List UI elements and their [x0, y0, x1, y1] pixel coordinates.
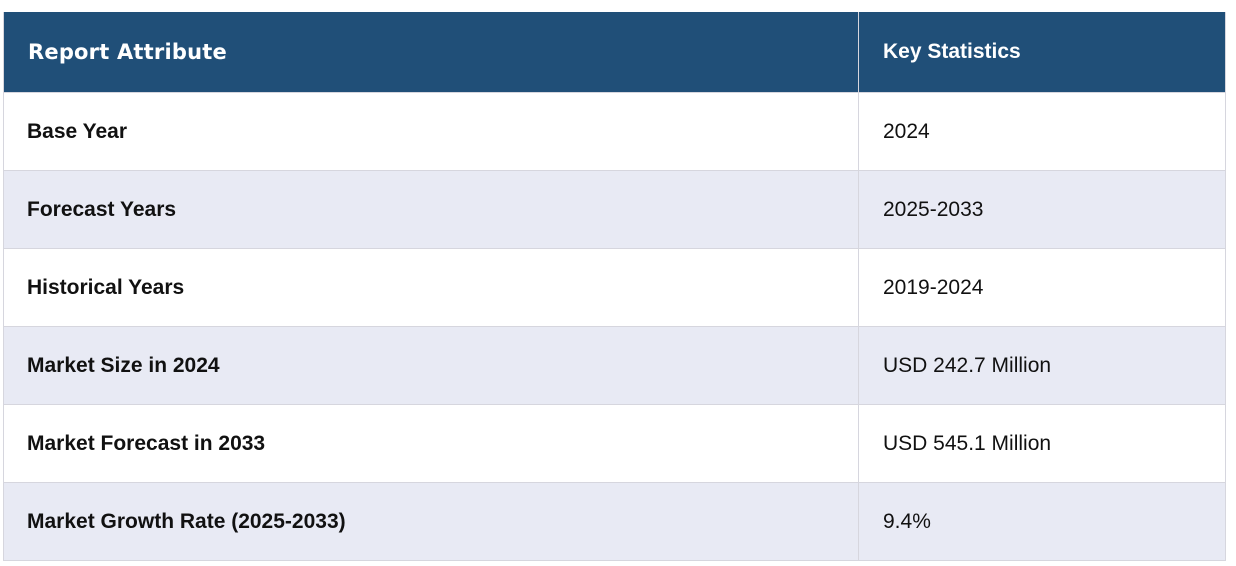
attribute-cell: Market Size in 2024 — [3, 326, 859, 405]
table-row-historical-years: Historical Years 2019-2024 — [3, 248, 1226, 327]
table-row-base-year: Base Year 2024 — [3, 92, 1226, 171]
value-cell: USD 242.7 Million — [858, 326, 1226, 405]
report-statistics-table-container: Report Attribute Key Statistics Base Yea… — [3, 12, 1226, 561]
attribute-cell: Forecast Years — [3, 170, 859, 249]
attribute-cell: Market Growth Rate (2025-2033) — [3, 482, 859, 561]
table-row-market-size: Market Size in 2024 USD 242.7 Million — [3, 326, 1226, 405]
value-cell: USD 545.1 Million — [858, 404, 1226, 483]
column-header-report-attribute: Report Attribute — [3, 12, 859, 93]
table-row-market-growth-rate: Market Growth Rate (2025-2033) 9.4% — [3, 482, 1226, 561]
value-cell: 2019-2024 — [858, 248, 1226, 327]
report-statistics-table: Report Attribute Key Statistics Base Yea… — [3, 12, 1226, 561]
column-header-key-statistics: Key Statistics — [858, 12, 1226, 93]
table-row-forecast-years: Forecast Years 2025-2033 — [3, 170, 1226, 249]
table-body: Base Year 2024 Forecast Years 2025-2033 … — [3, 92, 1226, 561]
table-header: Report Attribute Key Statistics — [3, 12, 1226, 93]
attribute-cell: Base Year — [3, 92, 859, 171]
value-cell: 2024 — [858, 92, 1226, 171]
value-cell: 9.4% — [858, 482, 1226, 561]
table-row-market-forecast: Market Forecast in 2033 USD 545.1 Millio… — [3, 404, 1226, 483]
table-header-row: Report Attribute Key Statistics — [3, 12, 1226, 93]
attribute-cell: Historical Years — [3, 248, 859, 327]
value-cell: 2025-2033 — [858, 170, 1226, 249]
attribute-cell: Market Forecast in 2033 — [3, 404, 859, 483]
